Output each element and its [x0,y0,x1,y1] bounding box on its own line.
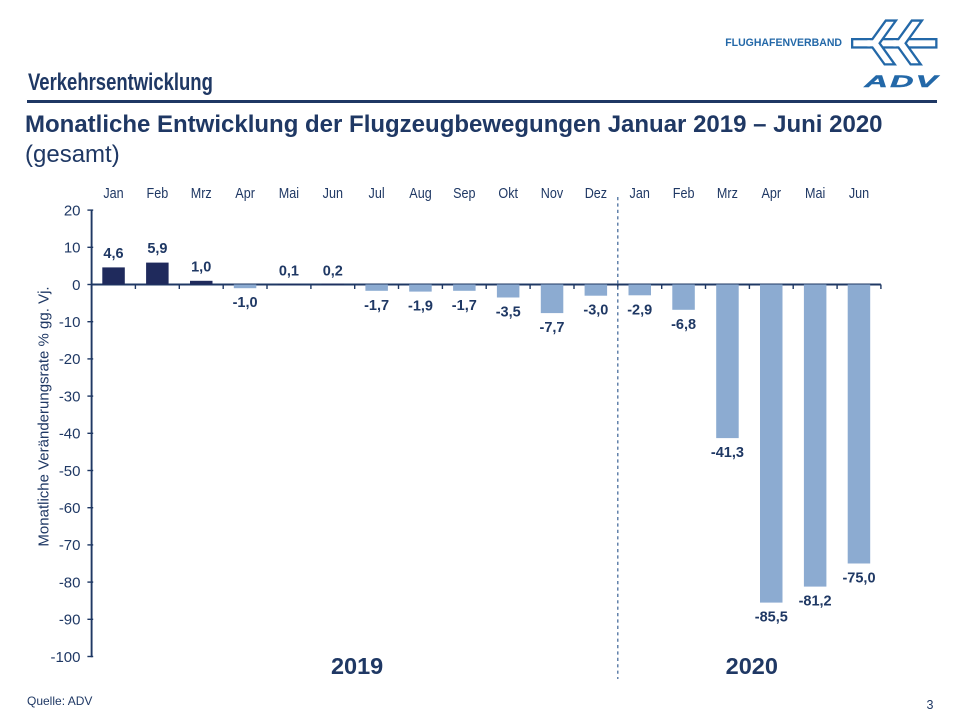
svg-text:-2,9: -2,9 [627,302,652,318]
svg-text:Mai: Mai [805,184,825,201]
svg-text:-75,0: -75,0 [842,571,875,587]
svg-text:Jun: Jun [849,184,869,201]
svg-text:Mrz: Mrz [191,184,212,201]
svg-text:-1,7: -1,7 [452,298,477,314]
svg-text:-7,7: -7,7 [540,320,565,336]
svg-text:Jul: Jul [369,184,385,201]
svg-text:Jan: Jan [103,184,123,201]
svg-text:Feb: Feb [673,184,695,201]
svg-text:-100: -100 [50,649,80,666]
svg-text:-3,5: -3,5 [496,305,521,321]
svg-text:Mai: Mai [279,184,299,201]
svg-text:Apr: Apr [235,184,255,201]
svg-text:Jun: Jun [323,184,343,201]
svg-text:-6,8: -6,8 [671,317,696,333]
svg-text:-60: -60 [59,500,81,517]
svg-text:20: 20 [64,202,81,219]
svg-text:-80: -80 [59,574,81,591]
svg-text:10: 10 [64,240,81,257]
svg-text:Monatliche Veränderungsrate %: Monatliche Veränderungsrate % gg. Vj. [36,286,53,546]
svg-text:-10: -10 [59,314,81,331]
svg-text:-30: -30 [59,388,81,405]
svg-text:Jan: Jan [630,184,650,201]
svg-text:2020: 2020 [726,653,778,679]
svg-text:-50: -50 [59,463,81,480]
svg-text:1,0: 1,0 [191,259,211,275]
svg-text:2019: 2019 [331,653,383,679]
svg-text:0,1: 0,1 [279,264,299,280]
svg-text:0,2: 0,2 [323,264,343,280]
svg-text:4,6: 4,6 [103,246,123,262]
svg-text:Sep: Sep [453,184,476,201]
svg-text:-70: -70 [59,537,81,554]
svg-text:5,9: 5,9 [147,241,167,257]
svg-text:-1,7: -1,7 [364,298,389,314]
svg-text:0: 0 [72,277,80,294]
svg-text:Mrz: Mrz [717,184,738,201]
svg-text:Nov: Nov [541,184,563,201]
svg-text:Feb: Feb [147,184,169,201]
svg-text:ADV: ADV [863,72,939,90]
svg-text:-1,9: -1,9 [408,299,433,315]
svg-text:-20: -20 [59,351,81,368]
svg-text:-40: -40 [59,426,81,443]
svg-text:Dez: Dez [585,184,607,201]
svg-text:Okt: Okt [498,184,518,201]
svg-text:-85,5: -85,5 [755,610,788,626]
svg-text:-3,0: -3,0 [583,303,608,319]
svg-text:Aug: Aug [409,184,431,201]
svg-text:-90: -90 [59,612,81,629]
svg-text:-1,0: -1,0 [233,295,258,311]
svg-text:-81,2: -81,2 [799,594,832,610]
svg-text:-41,3: -41,3 [711,445,744,461]
svg-text:Apr: Apr [762,184,782,201]
